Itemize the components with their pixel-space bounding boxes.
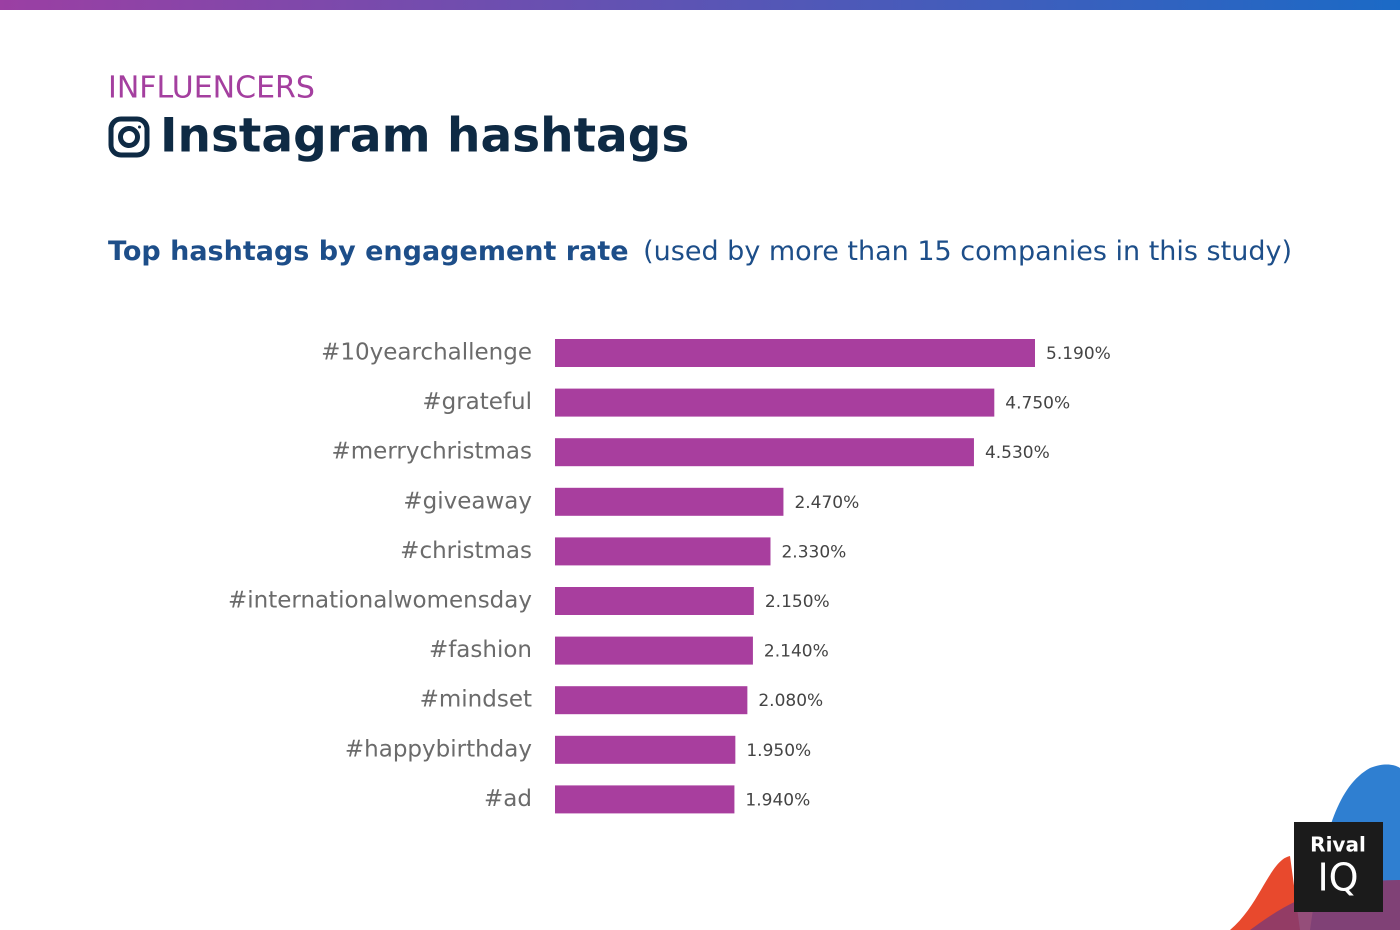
logo-text: IQ (1317, 856, 1358, 900)
logo-text: Rival (1310, 833, 1366, 857)
category-label: #christmas (400, 538, 532, 564)
value-label: 2.330% (781, 542, 846, 562)
bar (555, 686, 748, 715)
section-label: INFLUENCERS (108, 71, 315, 106)
value-label: 2.470% (794, 493, 859, 513)
chart-subtitle: (used by more than 15 companies in this … (643, 236, 1292, 267)
bar (555, 438, 974, 467)
category-label: #ad (484, 786, 532, 812)
value-label: 5.190% (1046, 344, 1111, 364)
top-strip (0, 0, 1400, 10)
category-label: #mindset (420, 687, 532, 713)
bar (555, 537, 771, 566)
logo-box (1294, 822, 1383, 912)
bars: #10yearchallenge 5.190% #grateful 4.750% #me… (228, 339, 1111, 814)
bar (555, 636, 753, 665)
value-label: 2.150% (765, 592, 830, 612)
bar (555, 785, 735, 814)
chart-title: Top hashtags by engagement rate (108, 236, 629, 267)
bar (555, 587, 754, 615)
value-label: 4.750% (1005, 394, 1070, 414)
instagram-icon (108, 116, 150, 158)
category-label: #happybirthday (345, 736, 532, 762)
category-label: #giveaway (403, 488, 532, 514)
bar (555, 735, 736, 764)
category-label: #internationalwomensday (228, 588, 532, 614)
bar (555, 388, 995, 417)
category-label: #merrychristmas (332, 439, 533, 465)
value-label: 2.140% (764, 642, 829, 662)
category-label: #fashion (429, 637, 532, 663)
page-title: Instagram hashtags (160, 109, 689, 164)
value-label: 2.080% (758, 691, 823, 711)
category-label: #10yearchallenge (321, 340, 532, 366)
value-label: 4.530% (985, 443, 1050, 463)
value-label: 1.950% (746, 741, 811, 761)
category-label: #grateful (422, 389, 532, 415)
bar (555, 487, 784, 516)
bar (555, 339, 1035, 367)
value-label: 1.940% (745, 790, 810, 810)
chart-heading: Top hashtags by engagement rate (used by… (108, 236, 1292, 267)
